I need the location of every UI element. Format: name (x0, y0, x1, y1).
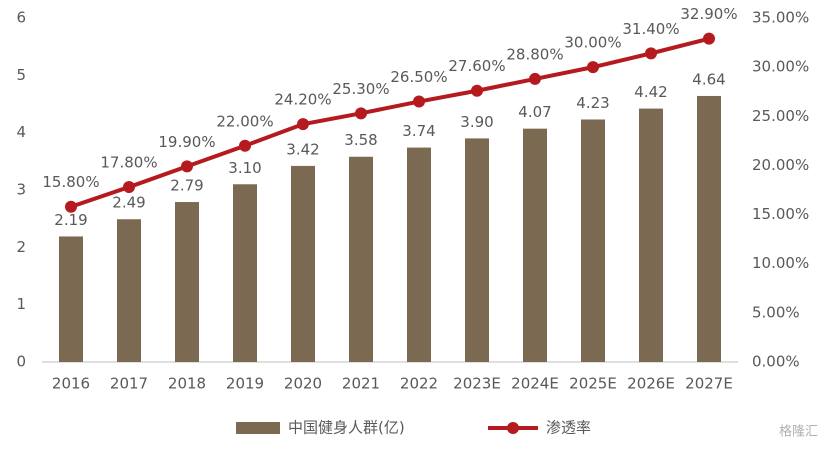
bar (291, 165, 315, 362)
x-tick-label: 2018 (168, 375, 206, 393)
x-tick-label: 2019 (226, 375, 264, 393)
bar (59, 236, 83, 362)
bar (175, 202, 199, 362)
x-tick-label: 2017 (110, 375, 148, 393)
bar-value-label: 4.07 (518, 103, 551, 121)
x-tick-label: 2023E (453, 375, 501, 393)
y-tick-label: 4 (16, 123, 26, 141)
line-value-label: 25.30% (332, 80, 389, 98)
bar (117, 219, 141, 362)
y2-tick-label: 5.00% (752, 303, 800, 321)
bar-value-label: 4.64 (692, 70, 725, 88)
y2-tick-label: 0.00% (752, 353, 800, 371)
line-value-label: 32.90% (680, 5, 737, 23)
bar-value-label: 3.74 (402, 122, 435, 140)
legend-label: 中国健身人群(亿) (288, 419, 405, 437)
line-value-label: 19.90% (158, 133, 215, 151)
line-value-label: 30.00% (564, 34, 621, 52)
y-tick-label: 6 (16, 9, 26, 27)
bar (465, 138, 489, 362)
watermark: 格隆汇 (779, 424, 818, 440)
legend-swatch (507, 422, 519, 434)
line-value-label: 26.50% (390, 68, 447, 86)
bar (349, 156, 373, 362)
y-tick-label: 0 (16, 353, 26, 371)
line-point (239, 139, 251, 152)
line-point (471, 84, 483, 97)
x-tick-label: 2020 (284, 375, 322, 393)
x-tick-label: 2025E (569, 375, 617, 393)
x-tick-label: 2021 (342, 375, 380, 393)
bar (407, 147, 431, 362)
line-value-label: 15.80% (42, 173, 99, 191)
line-point (413, 95, 425, 108)
legend-swatch (236, 422, 280, 434)
line-value-label: 27.60% (448, 57, 505, 75)
y2-tick-label: 25.00% (752, 107, 809, 125)
bar-value-label: 2.19 (54, 211, 87, 229)
x-tick-label: 2022 (400, 375, 438, 393)
line-value-label: 24.20% (274, 91, 331, 109)
bar-value-label: 3.90 (460, 113, 493, 131)
y2-tick-label: 35.00% (752, 9, 809, 27)
bar-value-label: 4.23 (576, 94, 609, 112)
y2-tick-label: 10.00% (752, 254, 809, 272)
line-point (297, 118, 309, 131)
y2-tick-label: 30.00% (752, 58, 809, 76)
bar (523, 128, 547, 362)
line-value-label: 17.80% (100, 154, 157, 172)
y-tick-label: 2 (16, 238, 26, 256)
bar (581, 119, 605, 362)
line-value-label: 28.80% (506, 45, 563, 63)
legend-label: 渗透率 (546, 419, 591, 437)
y2-tick-label: 15.00% (752, 205, 809, 223)
bar-value-label: 3.10 (228, 159, 261, 177)
y-tick-label: 1 (16, 295, 26, 313)
x-tick-label: 2027E (685, 375, 733, 393)
line-point (181, 160, 193, 173)
line-point (529, 72, 541, 85)
x-tick-label: 2024E (511, 375, 559, 393)
x-tick-label: 2016 (52, 375, 90, 393)
line-point (703, 32, 715, 45)
bar-value-label: 3.58 (344, 131, 377, 149)
bar-value-label: 2.79 (170, 177, 203, 195)
line-value-label: 22.00% (216, 112, 273, 130)
bar (233, 184, 257, 362)
line-point (65, 200, 77, 213)
y2-tick-label: 20.00% (752, 156, 809, 174)
line-point (587, 61, 599, 74)
bar (639, 108, 663, 362)
line-point (355, 107, 367, 120)
y-tick-label: 3 (16, 181, 26, 199)
bar-value-label: 3.42 (286, 140, 319, 158)
line (70, 36, 710, 209)
bar (697, 95, 721, 363)
line-point (645, 47, 657, 60)
x-tick-label: 2026E (627, 375, 675, 393)
line-point (123, 181, 135, 194)
y-tick-label: 5 (16, 66, 26, 84)
line-value-label: 31.40% (622, 20, 679, 38)
bar-value-label: 2.49 (112, 194, 145, 212)
bar-value-label: 4.42 (634, 83, 667, 101)
